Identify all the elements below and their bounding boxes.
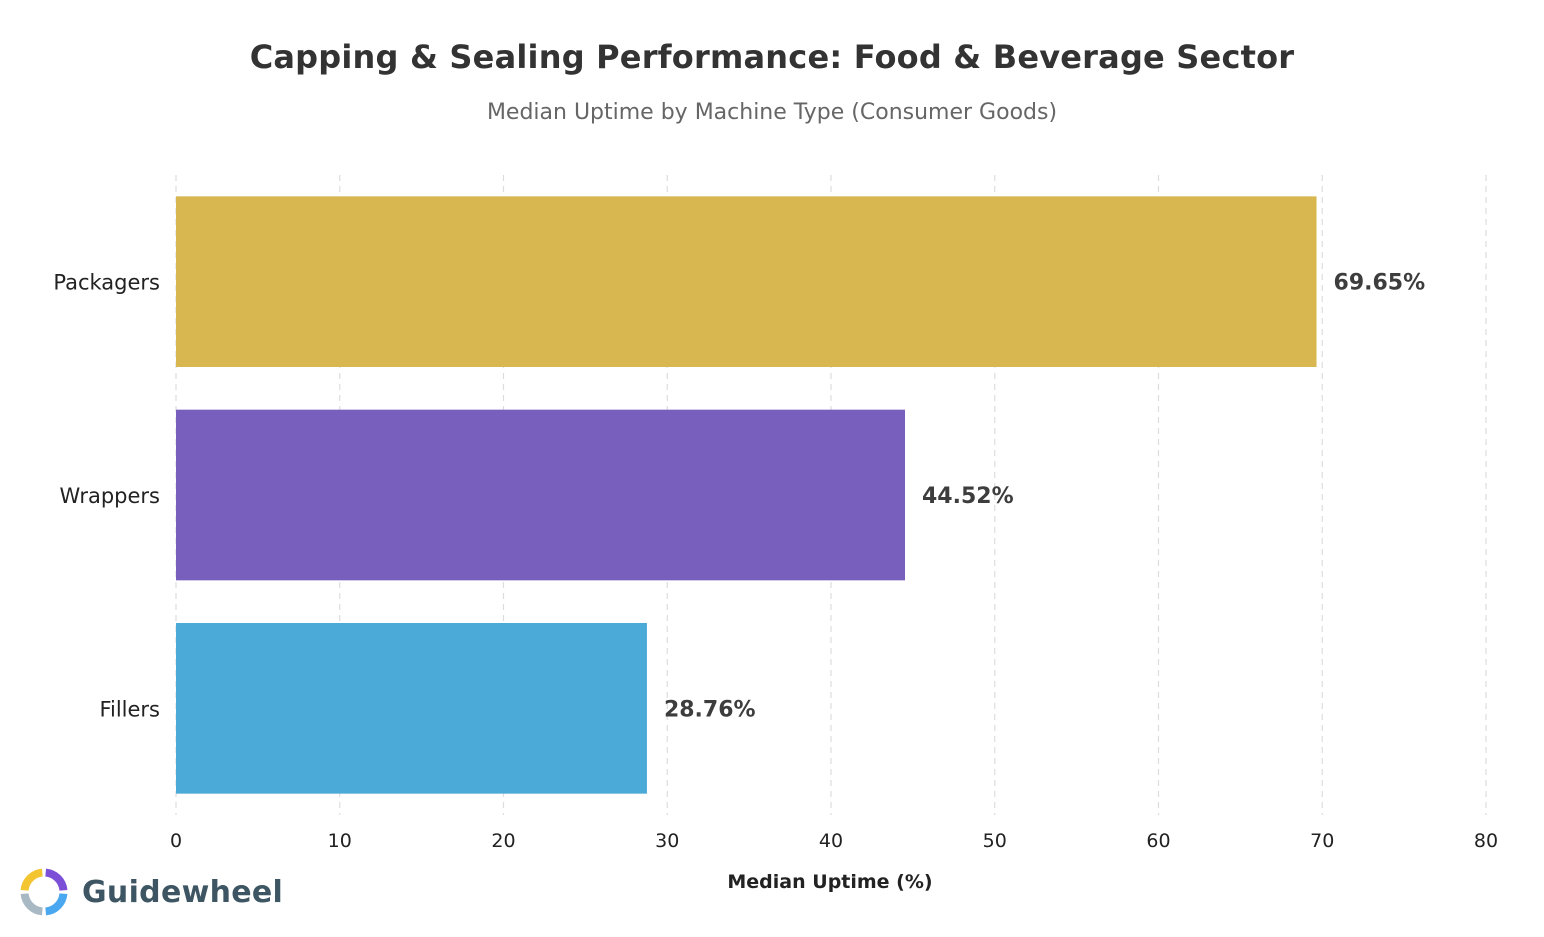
- brand-logo: Guidewheel: [18, 866, 283, 918]
- y-tick-label-packagers: Packagers: [53, 271, 160, 295]
- x-tick-label: 20: [491, 830, 515, 852]
- logo-segment-purple: [45, 868, 68, 891]
- logo-segment-gray: [20, 893, 43, 916]
- value-label-wrappers: 44.52%: [922, 484, 1014, 509]
- logo-segment-blue: [45, 893, 68, 916]
- x-tick-label: 30: [655, 830, 679, 852]
- chart-subtitle: Median Uptime by Machine Type (Consumer …: [486, 100, 1058, 125]
- x-tick-label: 70: [1310, 830, 1334, 852]
- value-label-packagers: 69.65%: [1334, 271, 1426, 296]
- bar-packagers: [176, 196, 1317, 367]
- x-axis-title: Median Uptime (%): [727, 871, 932, 893]
- y-tick-label-wrappers: Wrappers: [60, 484, 160, 508]
- x-axis-tick-labels: 0 10 20 30 40 50 60 70 80: [170, 830, 1498, 852]
- x-tick-label: 10: [328, 830, 352, 852]
- bar-wrappers: [176, 409, 906, 581]
- value-label-fillers: 28.76%: [664, 697, 756, 722]
- y-axis-tick-labels: Packagers Wrappers Fillers: [53, 271, 160, 722]
- brand-name: Guidewheel: [82, 874, 284, 910]
- y-tick-label-fillers: Fillers: [99, 697, 160, 721]
- x-tick-label: 0: [170, 830, 182, 852]
- value-labels: 69.65% 44.52% 28.76%: [664, 271, 1425, 723]
- x-tick-label: 50: [983, 830, 1007, 852]
- x-tick-label: 40: [819, 830, 843, 852]
- x-tick-label: 60: [1146, 830, 1170, 852]
- bars: [176, 196, 1317, 794]
- guidewheel-ring-logo-icon: [20, 868, 68, 916]
- chart-title: Capping & Sealing Performance: Food & Be…: [249, 38, 1295, 76]
- logo-segment-yellow: [20, 868, 43, 891]
- bar-fillers: [176, 623, 647, 794]
- x-tick-label: 80: [1474, 830, 1498, 852]
